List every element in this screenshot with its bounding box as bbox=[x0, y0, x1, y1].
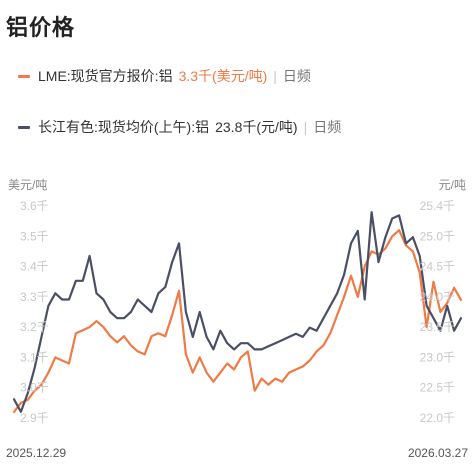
right-axis-unit: 元/吨 bbox=[438, 178, 466, 192]
left-tick-label: 3.6千 bbox=[20, 199, 49, 213]
x-axis-end-label: 2026.03.27 bbox=[408, 446, 468, 460]
legend-separator: | bbox=[273, 68, 277, 84]
x-axis-start-label: 2025.12.29 bbox=[6, 446, 66, 460]
legend-frequency: 日频 bbox=[313, 119, 342, 135]
legend-value: 3.3千(美元/吨) bbox=[178, 68, 268, 84]
right-tick-label: 22.5千 bbox=[420, 381, 455, 395]
left-tick-label: 3.2千 bbox=[20, 320, 49, 334]
right-tick-label: 23.5千 bbox=[420, 320, 455, 334]
right-tick-label: 23.0千 bbox=[420, 350, 455, 364]
series-line-2 bbox=[12, 211, 463, 413]
legend-name: LME:现货官方报价:铝 bbox=[38, 68, 173, 84]
right-tick-label: 24.0千 bbox=[420, 290, 455, 304]
legend-swatch-changjiang bbox=[18, 125, 30, 129]
right-tick-label: 25.4千 bbox=[420, 199, 455, 213]
left-tick-label: 3.3千 bbox=[20, 290, 49, 304]
legend-separator: | bbox=[303, 119, 308, 135]
legend-value: 23.8千(元/吨) bbox=[215, 119, 298, 135]
legend-swatch-lme bbox=[18, 74, 30, 78]
legend-frequency: 日频 bbox=[282, 68, 311, 84]
left-tick-label: 3.1千 bbox=[20, 350, 49, 364]
left-tick-label: 3.0千 bbox=[20, 381, 49, 395]
right-tick-label: 24.5千 bbox=[420, 260, 455, 274]
legend-name: 长江有色:现货均价(上午):铝 bbox=[38, 119, 210, 135]
legend-item-lme[interactable]: LME:现货官方报价:铝 3.3千(美元/吨) | 日频 bbox=[18, 66, 311, 86]
chart-title: 铝价格 bbox=[6, 15, 76, 40]
right-tick-label: 22.0千 bbox=[420, 411, 455, 425]
left-axis-unit: 美元/吨 bbox=[8, 178, 48, 192]
left-tick-label: 3.4千 bbox=[20, 260, 49, 274]
right-tick-label: 25.0千 bbox=[420, 229, 455, 243]
series-line-1 bbox=[12, 229, 463, 413]
left-tick-label: 2.9千 bbox=[20, 411, 49, 425]
left-tick-label: 3.5千 bbox=[20, 229, 49, 243]
legend-item-changjiang[interactable]: 长江有色:现货均价(上午):铝 23.8千(元/吨) | 日频 bbox=[18, 117, 341, 137]
